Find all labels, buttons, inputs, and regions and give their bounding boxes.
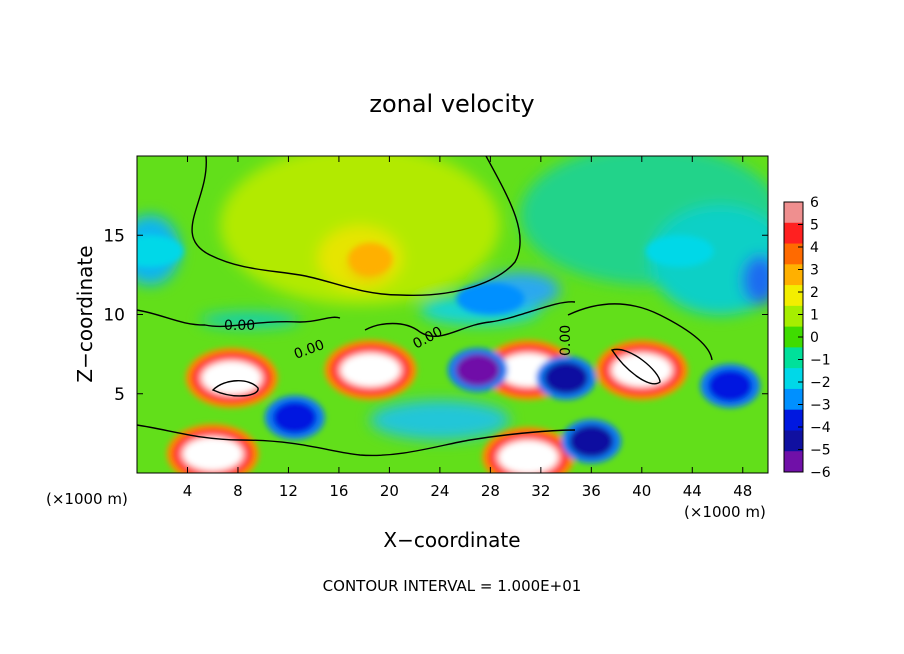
colorbar-tick-label: −6 [810, 465, 831, 481]
contour-positive-1 [211, 380, 259, 397]
axis-ticks [137, 156, 768, 473]
x-tick-label: 44 [683, 482, 702, 500]
colorbar-tick-label: −3 [810, 398, 831, 414]
contour-zero-lower [137, 424, 576, 457]
x-tick-label: 36 [582, 482, 601, 500]
colorbar-segment [784, 326, 803, 348]
colorbar-tick-label: −4 [810, 420, 831, 436]
x-tick-label: 48 [733, 482, 752, 500]
y-tick-label: 10 [103, 306, 125, 326]
field-upper [137, 156, 768, 440]
y-tick-label: 5 [114, 385, 125, 405]
contour-zero-right [567, 303, 713, 361]
field-blob [455, 353, 500, 386]
y-tick-labels: 5 10 15 [103, 226, 125, 405]
x-axis-label: X−coordinate [383, 528, 520, 552]
colorbar-tick-label: 3 [810, 263, 819, 279]
contour-lines [137, 156, 713, 457]
x-tick-label: 24 [430, 482, 449, 500]
colorbar-tick-label: 0 [810, 330, 819, 346]
colorbar-segment [784, 264, 803, 286]
field-blob [456, 282, 525, 315]
x-unit-label-left: (×1000 m) [46, 490, 128, 508]
contour-positive-2 [610, 348, 661, 385]
colorbar-segment [784, 305, 803, 328]
colorbar-tick-label: 6 [810, 195, 819, 211]
x-tick-label: 20 [380, 482, 399, 500]
field-blob [645, 235, 714, 268]
field-blob [341, 353, 400, 386]
colorbar-tick-label: −5 [810, 443, 831, 459]
plot-area [137, 156, 768, 473]
contour-zero-upper [191, 156, 521, 297]
x-tick-label: 12 [279, 482, 298, 500]
field-blob [202, 361, 261, 394]
colorbar-segment [784, 409, 803, 431]
field-blob [612, 353, 671, 386]
colorbar-segment [784, 388, 803, 411]
colorbar-segment [784, 368, 803, 390]
colorbar-tick-labels: 6 5 4 3 2 1 0 −1 −2 −3 −4 −5 −6 [810, 195, 831, 481]
y-tick-label: 15 [103, 226, 125, 246]
x-tick-label: 32 [531, 482, 550, 500]
x-tick-label: 8 [233, 482, 243, 500]
field-blob [569, 425, 614, 458]
colorbar-tick-label: 1 [810, 308, 819, 324]
field-blob [348, 243, 393, 276]
contour-zero-left [137, 309, 341, 328]
field-blob [708, 369, 753, 402]
x-tick-label: 40 [632, 482, 651, 500]
colorbar-segment [784, 285, 803, 307]
x-tick-label: 16 [329, 482, 348, 500]
colorbar-segment [784, 347, 803, 369]
x-tick-label: 4 [183, 482, 193, 500]
contour-label: 0.00 [224, 318, 255, 334]
field-blob [137, 235, 184, 268]
field-blob [544, 361, 589, 394]
colorbar-tick-label: 2 [810, 285, 819, 301]
colorbar-segment [784, 202, 803, 224]
contour-zero-mid [364, 301, 576, 337]
colorbar-tick-label: −2 [810, 375, 831, 391]
chart-title: zonal velocity [369, 90, 534, 118]
contour-label: 0.00 [558, 325, 574, 356]
colorbar-segment [784, 222, 803, 245]
field-blob [272, 401, 317, 434]
field-blob [499, 441, 558, 473]
colorbar-segment [784, 430, 803, 452]
x-tick-labels: 4 8 12 16 20 24 28 32 36 40 44 48 [183, 482, 753, 500]
x-unit-label-right: (×1000 m) [684, 503, 766, 521]
colorbar [783, 201, 804, 473]
x-tick-label: 28 [481, 482, 500, 500]
field-blob [183, 437, 242, 470]
colorbar-segment [784, 243, 803, 265]
colorbar-segment [784, 451, 803, 473]
colorbar-tick-label: 4 [810, 240, 819, 256]
colorbar-tick-label: 5 [810, 218, 819, 234]
contour-interval-note: CONTOUR INTERVAL = 1.000E+01 [323, 577, 582, 595]
y-axis-label: Z−coordinate [73, 245, 97, 382]
colorbar-tick-label: −1 [810, 353, 831, 369]
